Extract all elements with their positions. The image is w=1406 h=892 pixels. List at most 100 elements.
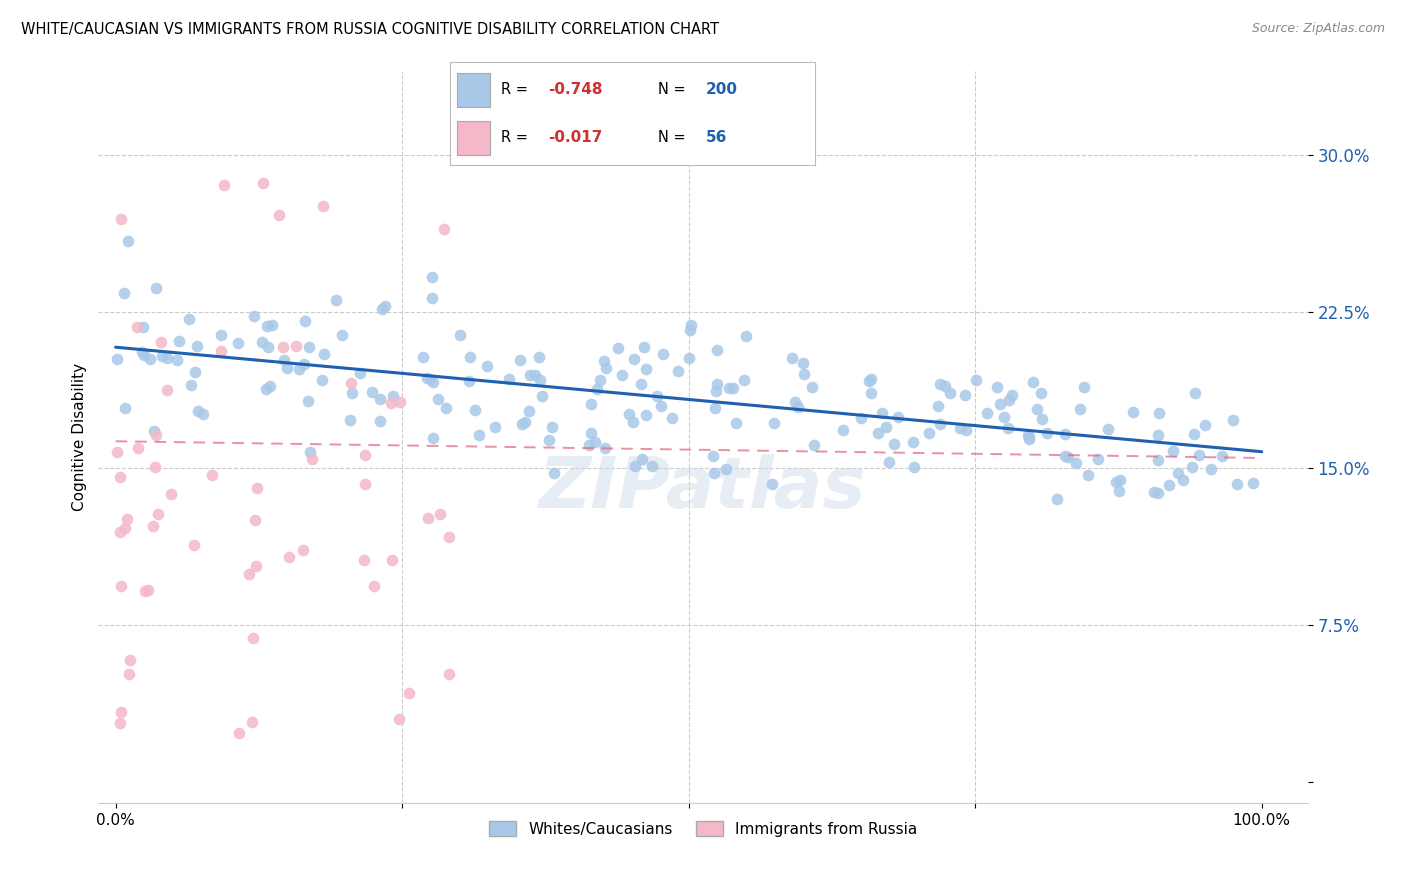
Point [636, 361, 658, 376]
Point [1056, 450, 1078, 464]
Point [993, 410, 1015, 425]
Point [209, 327, 232, 342]
Point [177, 311, 200, 326]
Point [228, 726, 250, 740]
Point [678, 351, 700, 365]
Point [180, 377, 202, 392]
Point [132, 320, 155, 334]
Point [353, 553, 375, 567]
Point [761, 477, 783, 491]
Point [831, 423, 853, 437]
Point [240, 714, 263, 729]
Point [150, 335, 173, 350]
Point [271, 340, 294, 354]
Point [484, 420, 506, 434]
Point [422, 431, 444, 445]
Point [703, 401, 725, 416]
Point [538, 433, 561, 447]
Point [953, 388, 976, 402]
Point [783, 395, 806, 409]
Point [679, 318, 702, 332]
Point [939, 385, 962, 400]
Point [110, 579, 132, 593]
Point [641, 458, 664, 473]
Point [849, 411, 872, 425]
Point [541, 420, 564, 434]
Point [238, 566, 260, 581]
Point [243, 513, 266, 527]
Point [633, 340, 655, 354]
Point [368, 414, 391, 428]
Point [105, 445, 128, 459]
Point [650, 399, 672, 413]
Point [349, 366, 371, 380]
Point [159, 487, 181, 501]
Point [354, 476, 377, 491]
Point [277, 550, 299, 565]
Point [579, 426, 602, 441]
Point [1157, 478, 1180, 492]
Point [621, 415, 644, 429]
Point [108, 715, 131, 730]
Point [1053, 449, 1076, 463]
Point [976, 405, 998, 419]
Point [1064, 456, 1087, 470]
Point [877, 455, 900, 469]
Point [254, 382, 277, 396]
Text: R =: R = [501, 82, 533, 97]
Point [297, 393, 319, 408]
Point [706, 377, 728, 392]
Point [429, 508, 451, 522]
Point [543, 467, 565, 481]
Point [706, 343, 728, 357]
Point [903, 434, 925, 449]
Point [139, 352, 162, 367]
Point [875, 420, 897, 434]
Point [252, 334, 274, 349]
Point [1105, 475, 1128, 489]
Point [988, 397, 1011, 411]
Point [651, 347, 673, 361]
Point [1149, 406, 1171, 420]
Point [527, 350, 550, 364]
Point [464, 403, 486, 417]
Point [1087, 451, 1109, 466]
Text: N =: N = [658, 130, 690, 145]
Point [434, 401, 457, 415]
Point [380, 396, 402, 410]
Point [292, 357, 315, 371]
Point [125, 320, 148, 334]
Point [259, 379, 281, 393]
Point [148, 507, 170, 521]
Point [458, 375, 481, 389]
Point [1054, 427, 1077, 442]
Point [420, 269, 443, 284]
Point [517, 403, 540, 417]
Point [1222, 413, 1244, 427]
Point [1161, 444, 1184, 458]
Point [112, 286, 135, 301]
Point [666, 364, 689, 378]
Point [201, 468, 224, 483]
Point [1188, 448, 1211, 462]
Point [1069, 402, 1091, 417]
Point [593, 441, 616, 455]
Point [531, 389, 554, 403]
Point [679, 323, 702, 337]
Point [733, 372, 755, 386]
Point [734, 328, 756, 343]
Point [717, 381, 740, 395]
Point [1241, 476, 1264, 491]
Point [1018, 432, 1040, 446]
Point [1194, 418, 1216, 433]
Point [340, 386, 363, 401]
Point [298, 444, 321, 458]
Point [288, 362, 311, 376]
Point [1199, 462, 1222, 476]
Point [212, 178, 235, 192]
Point [477, 359, 499, 374]
Point [929, 377, 952, 392]
Point [859, 372, 882, 386]
Point [1146, 485, 1168, 500]
Point [117, 511, 139, 525]
